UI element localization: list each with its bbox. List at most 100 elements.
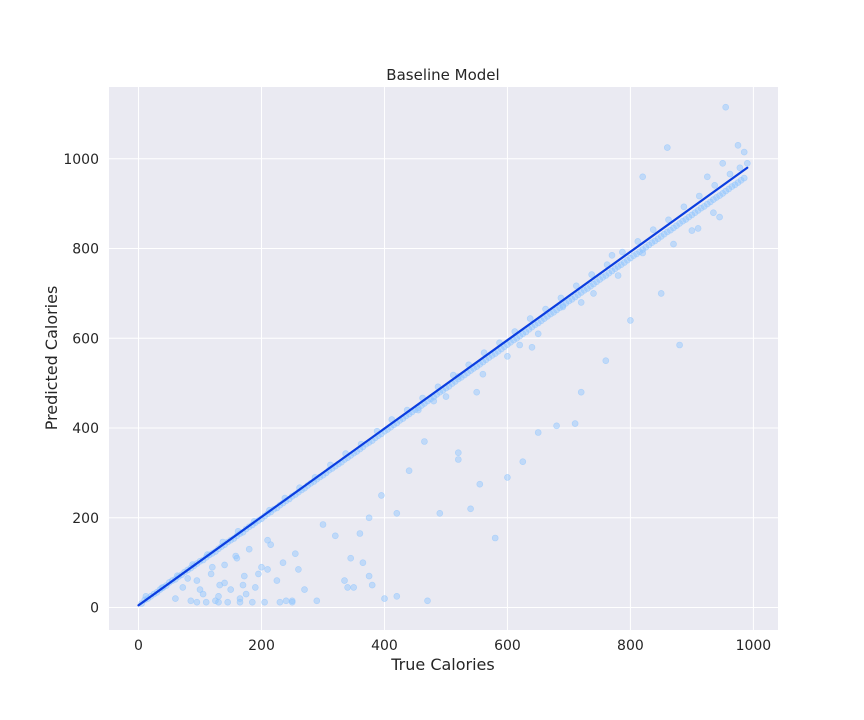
scatter-point xyxy=(187,597,195,605)
scatter-point xyxy=(519,458,527,466)
scatter-point xyxy=(261,598,268,606)
scatter-point xyxy=(588,271,596,278)
scatter-point xyxy=(365,572,373,580)
scatter-point xyxy=(639,249,647,257)
scatter-point xyxy=(710,209,717,216)
scatter-point xyxy=(649,226,657,233)
scatter-point xyxy=(476,480,484,488)
scatter-point xyxy=(726,170,734,178)
scatter-point xyxy=(276,598,284,606)
scatter-point xyxy=(590,290,597,297)
scatter-point xyxy=(264,566,271,573)
scatter-point xyxy=(473,388,481,396)
scatter-point xyxy=(209,563,216,571)
scatter-point xyxy=(680,203,688,211)
x-tick-label: 1000 xyxy=(736,638,772,654)
scatter-point xyxy=(716,213,723,221)
scatter-point xyxy=(534,330,542,338)
scatter-point xyxy=(608,252,616,259)
x-tick-labels: 0 200 400 600 800 1000 xyxy=(134,638,771,654)
scatter-point xyxy=(184,575,191,582)
scatter-point xyxy=(436,509,444,517)
scatter-point xyxy=(356,530,364,537)
scatter-point xyxy=(713,194,720,201)
x-tick-label: 200 xyxy=(248,638,275,654)
scatter-point xyxy=(695,192,703,200)
scatter-point xyxy=(728,183,736,190)
scatter-point xyxy=(264,536,271,544)
scatter-point xyxy=(224,598,231,606)
scatter-point xyxy=(491,534,499,542)
scatter-point xyxy=(172,595,179,602)
scatter-point xyxy=(504,352,511,360)
scatter-point xyxy=(743,160,751,167)
scatter-point xyxy=(736,164,744,172)
scatter-point xyxy=(193,598,201,606)
scatter-point xyxy=(679,217,687,225)
scatter-point xyxy=(233,554,241,562)
scatter-point xyxy=(313,597,321,605)
scatter-point xyxy=(215,598,222,606)
scatter-point xyxy=(688,227,696,234)
scatter-point xyxy=(414,406,422,414)
scatter-point xyxy=(663,228,671,236)
scatter-point xyxy=(619,248,626,256)
scatter-point xyxy=(663,144,671,151)
scatter-point xyxy=(572,282,580,290)
scatter-point xyxy=(634,238,642,245)
scatter-point xyxy=(249,598,256,606)
y-axis-title: Predicted Calories xyxy=(42,286,61,431)
scatter-point xyxy=(577,299,585,306)
scatter-point xyxy=(193,577,201,584)
scatter-point xyxy=(424,597,431,605)
scatter-point xyxy=(288,597,296,605)
scatter-point xyxy=(519,330,527,338)
scatter-point xyxy=(639,173,647,181)
scatter-point xyxy=(694,225,702,232)
scatter-point xyxy=(510,336,517,344)
scatter-point xyxy=(528,343,536,351)
scatter-point xyxy=(454,449,462,457)
scatter-point xyxy=(255,570,262,578)
y-tick-label: 400 xyxy=(72,421,99,437)
grid-lines xyxy=(109,87,778,630)
scatter-point xyxy=(295,566,302,573)
scatter-point xyxy=(719,160,727,167)
scatter-point xyxy=(252,584,259,591)
y-tick-label: 200 xyxy=(72,511,99,527)
scatter-point xyxy=(359,559,367,567)
x-tick-label: 400 xyxy=(371,638,398,654)
y-tick-label: 600 xyxy=(72,331,99,347)
scatter-point xyxy=(547,310,554,318)
scatter-point xyxy=(202,598,210,606)
scatter-point xyxy=(347,554,355,562)
scatter-point xyxy=(534,429,542,436)
scatter-point xyxy=(442,393,450,400)
scatter-point xyxy=(577,388,585,396)
scatter-point xyxy=(703,173,711,181)
scatter-point xyxy=(657,290,665,297)
scatter-point xyxy=(273,577,281,584)
scatter-point xyxy=(199,590,207,598)
scatter-point xyxy=(734,142,742,149)
scatter-point xyxy=(405,467,413,475)
scatter-point xyxy=(236,598,244,606)
chart-title: Baseline Model xyxy=(386,66,499,84)
scatter-point xyxy=(301,586,308,593)
scatter-point xyxy=(614,263,622,270)
scatter-point xyxy=(212,597,219,605)
plot-background xyxy=(109,87,778,630)
scatter-point xyxy=(341,577,348,584)
scatter-point xyxy=(350,584,358,591)
scatter-point xyxy=(282,597,290,605)
scatter-point xyxy=(227,586,234,593)
y-tick-labels: 0 200 400 600 800 1000 xyxy=(63,152,99,617)
scatter-point xyxy=(267,541,275,549)
x-tick-label: 800 xyxy=(617,638,644,654)
scatter-point xyxy=(676,341,683,349)
scatter-point xyxy=(602,357,610,365)
scatter-point xyxy=(365,514,373,522)
scatter-point xyxy=(526,315,534,322)
y-tick-label: 800 xyxy=(72,242,99,258)
scatter-point xyxy=(559,303,567,311)
